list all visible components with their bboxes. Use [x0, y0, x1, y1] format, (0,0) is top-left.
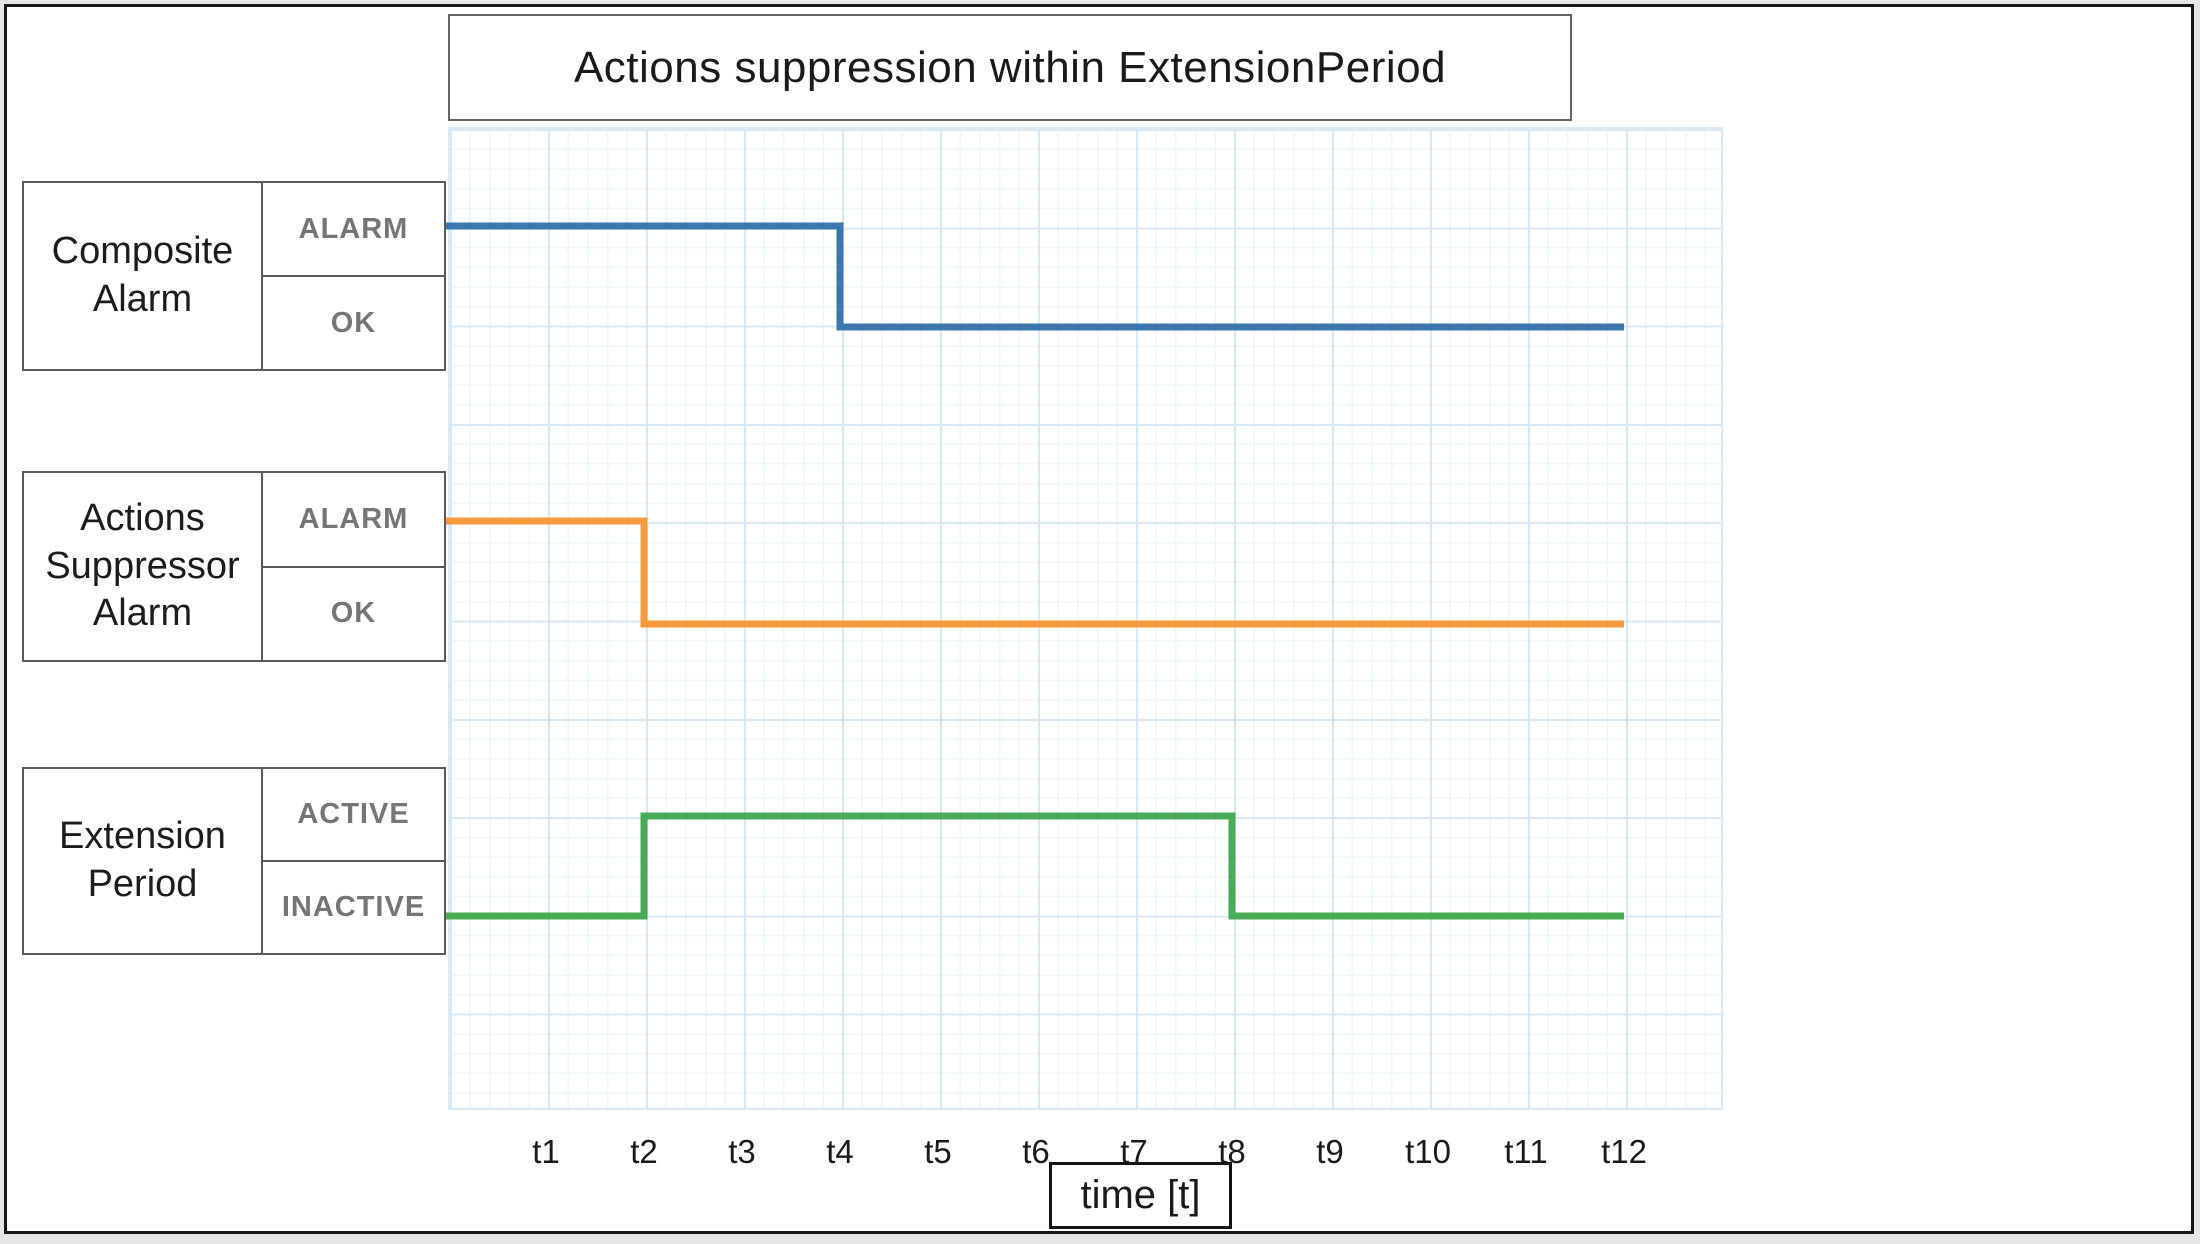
state-cell-alarm: ALARM: [298, 212, 409, 245]
row-label-actions-suppressor-alarm: Actions Suppressor Alarm: [24, 473, 263, 660]
row-label-composite-alarm: Composite Alarm: [24, 183, 263, 369]
state-cell-inactive: INACTIVE: [263, 860, 444, 953]
axis-tick-label-t12: t12: [1601, 1133, 1647, 1170]
axis-tick-label-t6: t6: [1022, 1133, 1050, 1170]
composite-alarm-line: [445, 222, 1624, 331]
diagram-canvas: Actions suppression within ExtensionPeri…: [4, 4, 2194, 1234]
state-cell-alarm: ALARM: [298, 502, 409, 535]
waveform-plot: [445, 222, 1624, 920]
state-cell-active: ACTIVE: [297, 798, 410, 830]
axis-tick-label-t1: t1: [532, 1133, 560, 1170]
row-composite-alarm: Composite Alarm ALARM OK: [22, 181, 446, 371]
grid-background: [448, 127, 1723, 1110]
axis-tick-label-t3: t3: [728, 1133, 756, 1170]
axis-tick-label-t11: t11: [1504, 1133, 1548, 1170]
x-axis-tick-row: t1 t2 t3 t4 t5 t6 t7 t8 t9 t10 t11 t12: [448, 1133, 1723, 1175]
row-states-composite-alarm: ALARM OK: [263, 183, 444, 369]
row-states-extension-period: ACTIVE INACTIVE: [263, 769, 444, 953]
actions-suppressor-alarm-line: [445, 517, 1624, 628]
diagram-title-box: Actions suppression within ExtensionPeri…: [448, 14, 1572, 121]
row-states-actions-suppressor-alarm: ALARM OK: [263, 473, 444, 660]
row-label-extension-period: Extension Period: [24, 769, 263, 953]
extension-period-line: [445, 812, 1624, 920]
axis-tick-label-t2: t2: [630, 1133, 658, 1170]
axis-tick-label-t10: t10: [1405, 1133, 1451, 1170]
axis-tick-label-t4: t4: [826, 1133, 854, 1170]
axis-tick-label-t9: t9: [1316, 1133, 1344, 1170]
axis-tick-label-t5: t5: [924, 1133, 952, 1170]
x-axis-title: time [t]: [1080, 1173, 1201, 1217]
diagram-title: Actions suppression within ExtensionPeri…: [573, 42, 1447, 92]
state-cell-ok: OK: [263, 565, 444, 661]
row-extension-period: Extension Period ACTIVE INACTIVE: [22, 767, 446, 955]
x-axis-title-box: time [t]: [1049, 1162, 1232, 1229]
row-actions-suppressor-alarm: Actions Suppressor Alarm ALARM OK: [22, 471, 446, 662]
state-cell-ok: OK: [263, 275, 444, 369]
